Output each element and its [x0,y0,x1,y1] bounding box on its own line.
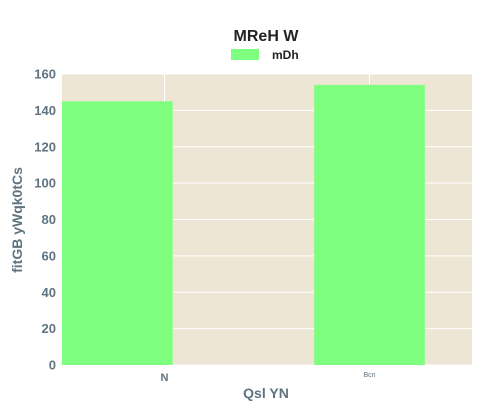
y-tick-label: 100 [34,176,56,191]
bar-n [62,101,173,365]
x-axis-ticks: N Bcn [161,372,376,384]
bars [62,84,425,365]
y-tick-label: 140 [34,103,56,118]
chart-title: MReH W [234,28,300,45]
bar-bcn [314,84,425,365]
legend: mDh [231,48,299,62]
y-tick-label: 20 [42,321,56,336]
y-tick-label: 0 [49,358,56,373]
y-tick-label: 40 [42,285,56,300]
y-axis-label: fitGB yWqk0tCs [9,167,25,273]
y-tick-label: 120 [34,139,56,154]
legend-label: mDh [272,48,299,62]
y-tick-label: 160 [34,67,56,82]
x-axis-label: Qsl YN [243,385,289,401]
legend-swatch [231,49,259,60]
y-tick-label: 80 [42,212,56,227]
y-axis-ticks: 0 20 40 60 80 100 120 140 160 [34,67,56,373]
x-tick-label: N [161,372,169,384]
x-tick-label: Bcn [363,372,375,379]
y-tick-label: 60 [42,248,56,263]
